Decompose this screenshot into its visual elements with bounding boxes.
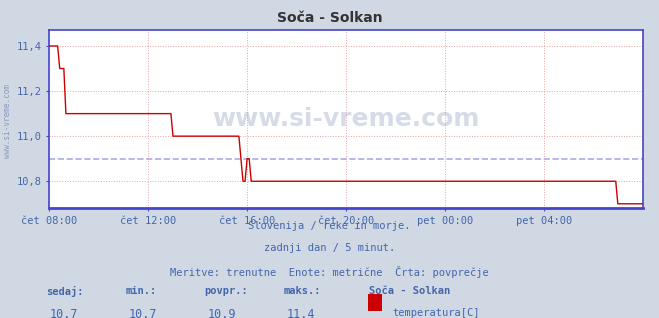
Text: Slovenija / reke in morje.: Slovenija / reke in morje. <box>248 221 411 231</box>
Text: 10,9: 10,9 <box>208 308 236 318</box>
Text: zadnji dan / 5 minut.: zadnji dan / 5 minut. <box>264 243 395 253</box>
Text: 10,7: 10,7 <box>49 308 78 318</box>
Text: povpr.:: povpr.: <box>204 286 248 296</box>
Text: 10,7: 10,7 <box>129 308 157 318</box>
Text: Soča - Solkan: Soča - Solkan <box>277 11 382 25</box>
Text: sedaj:: sedaj: <box>46 286 84 297</box>
Text: www.si-vreme.com: www.si-vreme.com <box>3 84 13 158</box>
Text: Soča - Solkan: Soča - Solkan <box>369 286 450 296</box>
Text: temperatura[C]: temperatura[C] <box>392 308 480 318</box>
Text: min.:: min.: <box>125 286 156 296</box>
Text: maks.:: maks.: <box>283 286 321 296</box>
Text: Meritve: trenutne  Enote: metrične  Črta: povprečje: Meritve: trenutne Enote: metrične Črta: … <box>170 266 489 278</box>
Text: 11,4: 11,4 <box>287 308 315 318</box>
Text: www.si-vreme.com: www.si-vreme.com <box>212 107 480 131</box>
